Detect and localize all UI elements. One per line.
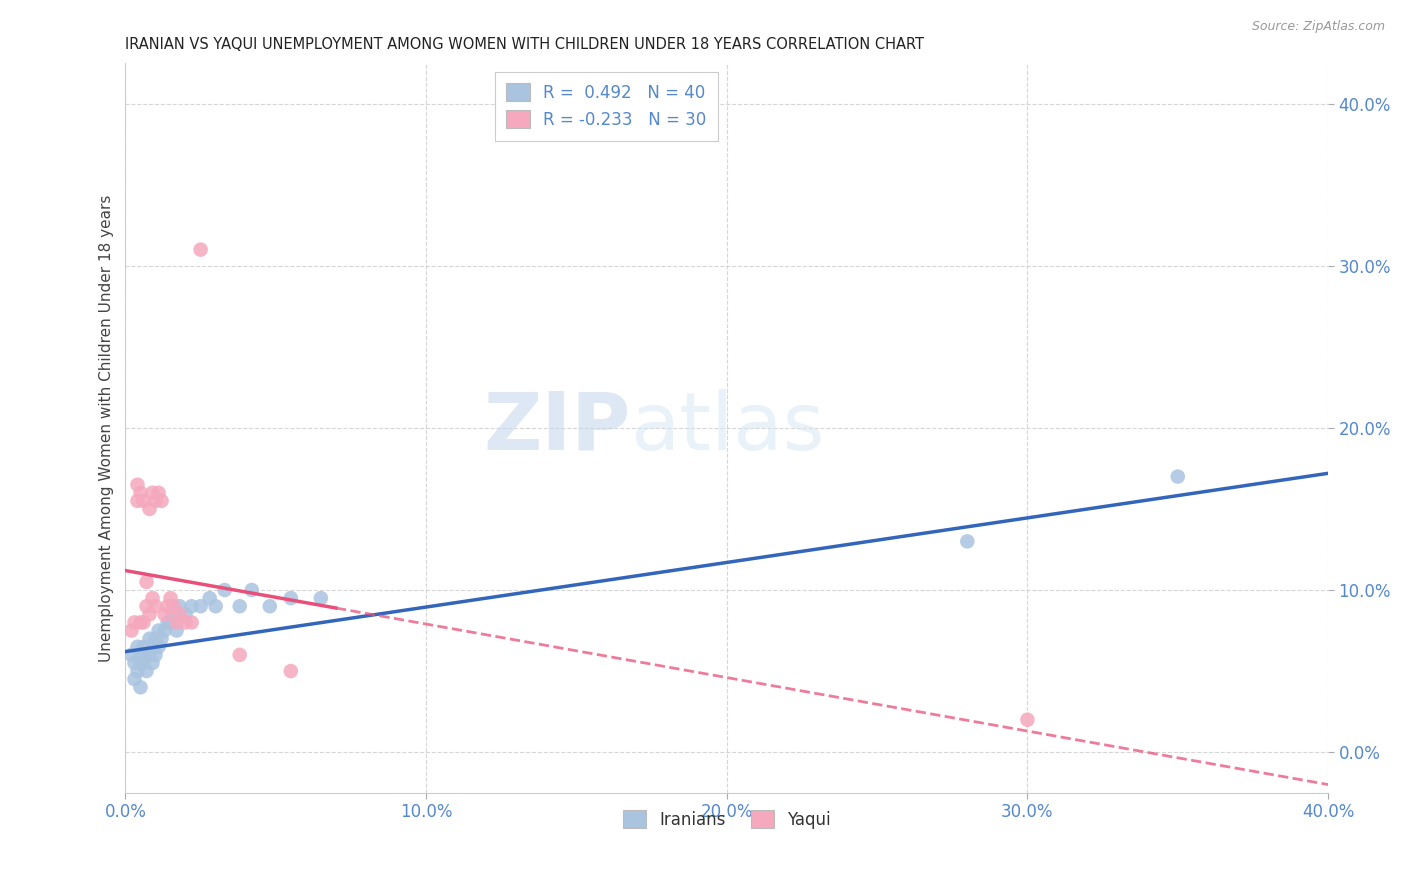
Point: [127, 477, 149, 491]
Point: [124, 656, 146, 670]
Point: [280, 591, 302, 606]
Point: [162, 599, 184, 614]
Point: [148, 640, 170, 654]
Point: [169, 607, 191, 622]
Point: [132, 640, 155, 654]
Point: [129, 656, 152, 670]
Point: [228, 648, 250, 662]
Point: [166, 615, 188, 630]
Point: [132, 615, 155, 630]
Point: [169, 599, 191, 614]
Point: [135, 574, 157, 589]
Point: [127, 494, 149, 508]
Point: [956, 534, 979, 549]
Point: [156, 615, 179, 630]
Point: [204, 599, 226, 614]
Point: [190, 243, 212, 257]
Point: [127, 640, 149, 654]
Point: [135, 599, 157, 614]
Point: [228, 599, 250, 614]
Point: [148, 485, 170, 500]
Point: [1167, 469, 1189, 483]
Point: [159, 591, 181, 606]
Point: [141, 640, 163, 654]
Point: [129, 681, 152, 695]
Point: [153, 607, 176, 622]
Point: [138, 502, 160, 516]
Point: [214, 582, 236, 597]
Text: atlas: atlas: [630, 389, 825, 467]
Point: [141, 656, 163, 670]
Point: [280, 664, 302, 678]
Point: [150, 632, 173, 646]
Point: [124, 615, 146, 630]
Point: [129, 615, 152, 630]
Point: [148, 624, 170, 638]
Point: [145, 648, 167, 662]
Point: [135, 664, 157, 678]
Point: [145, 599, 167, 614]
Point: [129, 648, 152, 662]
Point: [153, 624, 176, 638]
Point: [121, 648, 143, 662]
Point: [309, 591, 332, 606]
Point: [198, 591, 221, 606]
Point: [190, 599, 212, 614]
Point: [166, 624, 188, 638]
Point: [138, 632, 160, 646]
Point: [124, 672, 146, 686]
Y-axis label: Unemployment Among Women with Children Under 18 years: Unemployment Among Women with Children U…: [100, 194, 114, 662]
Point: [174, 615, 197, 630]
Point: [132, 494, 155, 508]
Point: [121, 624, 143, 638]
Point: [129, 485, 152, 500]
Legend: Iranians, Yaqui: Iranians, Yaqui: [616, 804, 838, 836]
Point: [138, 648, 160, 662]
Point: [145, 494, 167, 508]
Point: [1017, 713, 1039, 727]
Point: [141, 591, 163, 606]
Point: [135, 648, 157, 662]
Point: [138, 607, 160, 622]
Point: [174, 607, 197, 622]
Point: [127, 664, 149, 678]
Point: [259, 599, 281, 614]
Text: ZIP: ZIP: [484, 389, 630, 467]
Point: [141, 485, 163, 500]
Text: Source: ZipAtlas.com: Source: ZipAtlas.com: [1251, 20, 1385, 33]
Text: IRANIAN VS YAQUI UNEMPLOYMENT AMONG WOMEN WITH CHILDREN UNDER 18 YEARS CORRELATI: IRANIAN VS YAQUI UNEMPLOYMENT AMONG WOME…: [125, 37, 925, 53]
Point: [180, 599, 202, 614]
Point: [132, 656, 155, 670]
Point: [162, 607, 184, 622]
Point: [145, 632, 167, 646]
Point: [159, 615, 181, 630]
Point: [156, 599, 179, 614]
Point: [240, 582, 263, 597]
Point: [180, 615, 202, 630]
Point: [150, 494, 173, 508]
